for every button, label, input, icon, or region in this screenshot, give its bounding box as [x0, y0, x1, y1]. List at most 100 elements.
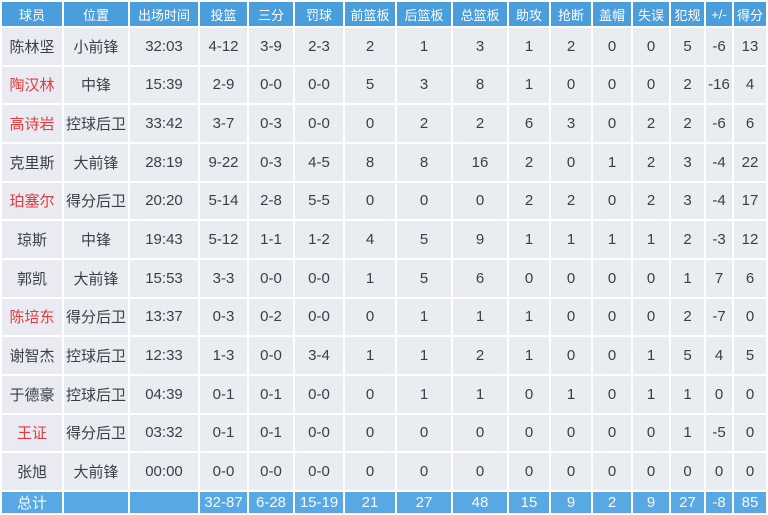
cell-def-reb: 0	[397, 182, 451, 220]
cell-points: 12	[734, 221, 766, 258]
table-row: 于德豪 控球后卫 04:39 0-1 0-1 0-0 0 1 1 0 1 0 1 1 0 0	[2, 375, 766, 413]
cell-fg: 3-3	[200, 259, 247, 297]
cell-def-reb: 2	[397, 105, 451, 142]
cell-blocks: 1	[593, 221, 631, 258]
total-cell-blocks: 2	[593, 492, 631, 513]
cell-three-pt: 3-9	[249, 28, 293, 65]
cell-position: 控球后卫	[64, 105, 128, 142]
cell-blocks: 0	[593, 259, 631, 297]
cell-steals: 0	[551, 453, 591, 490]
cell-player: 克里斯	[2, 143, 62, 181]
column-header-points: 得分	[734, 2, 766, 26]
cell-steals: 0	[551, 143, 591, 181]
column-header-fg: 投篮	[200, 2, 247, 26]
total-cell-fg: 32-87	[200, 492, 247, 513]
total-row: 总计 32-87 6-28 15-19 21 27 48 15 9 2 9 27 -8 85	[2, 492, 766, 513]
cell-points: 6	[734, 259, 766, 297]
cell-off-reb: 1	[345, 337, 395, 374]
cell-steals: 2	[551, 182, 591, 220]
cell-turnovers: 0	[633, 298, 669, 336]
cell-off-reb: 0	[345, 453, 395, 490]
cell-player: 陈培东	[2, 298, 62, 336]
cell-assists: 0	[509, 414, 549, 452]
table-row: 珀塞尔 得分后卫 20:20 5-14 2-8 5-5 0 0 0 2 2 0 2 3 -4 17	[2, 182, 766, 220]
cell-off-reb: 5	[345, 66, 395, 104]
player-rows: 陈林坚 小前锋 32:03 4-12 3-9 2-3 2 1 3 1 2 0 0 5 -6 13 陶汉林 中锋 15…	[2, 28, 766, 490]
cell-blocks: 0	[593, 337, 631, 374]
cell-turnovers: 0	[633, 259, 669, 297]
cell-assists: 0	[509, 259, 549, 297]
cell-total-reb: 2	[453, 105, 507, 142]
cell-steals: 0	[551, 337, 591, 374]
table-row: 谢智杰 控球后卫 12:33 1-3 0-0 3-4 1 1 2 1 0 0 1 5 4 5	[2, 337, 766, 374]
column-header-ft: 罚球	[295, 2, 343, 26]
cell-ft: 4-5	[295, 143, 343, 181]
cell-turnovers: 0	[633, 66, 669, 104]
cell-ft: 0-0	[295, 66, 343, 104]
cell-fg: 5-14	[200, 182, 247, 220]
cell-fg: 0-1	[200, 375, 247, 413]
cell-minutes: 15:53	[130, 259, 198, 297]
cell-minutes: 20:20	[130, 182, 198, 220]
cell-ft: 0-0	[295, 453, 343, 490]
cell-fouls: 1	[671, 414, 704, 452]
column-header-assists: 助攻	[509, 2, 549, 26]
cell-fg: 3-7	[200, 105, 247, 142]
total-cell-def-reb: 27	[397, 492, 451, 513]
cell-ft: 3-4	[295, 337, 343, 374]
cell-assists: 2	[509, 182, 549, 220]
cell-fg: 5-12	[200, 221, 247, 258]
cell-fouls: 1	[671, 375, 704, 413]
cell-plus-minus: 4	[706, 337, 732, 374]
total-cell-assists: 15	[509, 492, 549, 513]
total-cell-position	[64, 492, 128, 513]
column-header-off-reb: 前篮板	[345, 2, 395, 26]
cell-plus-minus: 0	[706, 453, 732, 490]
cell-fg: 0-1	[200, 414, 247, 452]
cell-minutes: 32:03	[130, 28, 198, 65]
cell-def-reb: 5	[397, 221, 451, 258]
cell-turnovers: 0	[633, 453, 669, 490]
total-cell-off-reb: 21	[345, 492, 395, 513]
cell-fg: 0-3	[200, 298, 247, 336]
column-header-turnovers: 失误	[633, 2, 669, 26]
total-cell-turnovers: 9	[633, 492, 669, 513]
cell-total-reb: 2	[453, 337, 507, 374]
cell-minutes: 04:39	[130, 375, 198, 413]
cell-blocks: 0	[593, 66, 631, 104]
cell-player: 谢智杰	[2, 337, 62, 374]
cell-fouls: 2	[671, 105, 704, 142]
total-cell-player: 总计	[2, 492, 62, 513]
cell-player: 陈林坚	[2, 28, 62, 65]
table-row: 陶汉林 中锋 15:39 2-9 0-0 0-0 5 3 8 1 0 0 0 2 -16 4	[2, 66, 766, 104]
cell-off-reb: 8	[345, 143, 395, 181]
table-row: 克里斯 大前锋 28:19 9-22 0-3 4-5 8 8 16 2 0 1 2 3 -4 22	[2, 143, 766, 181]
cell-turnovers: 2	[633, 143, 669, 181]
cell-off-reb: 0	[345, 414, 395, 452]
cell-turnovers: 0	[633, 28, 669, 65]
cell-points: 0	[734, 453, 766, 490]
cell-position: 中锋	[64, 221, 128, 258]
cell-points: 5	[734, 337, 766, 374]
cell-three-pt: 0-0	[249, 453, 293, 490]
cell-assists: 0	[509, 453, 549, 490]
cell-steals: 3	[551, 105, 591, 142]
table-row: 高诗岩 控球后卫 33:42 3-7 0-3 0-0 0 2 2 6 3 0 2 2 -6 6	[2, 105, 766, 142]
cell-def-reb: 8	[397, 143, 451, 181]
cell-def-reb: 3	[397, 66, 451, 104]
total-cell-points: 85	[734, 492, 766, 513]
cell-player: 郭凯	[2, 259, 62, 297]
column-header-total-reb: 总篮板	[453, 2, 507, 26]
cell-player: 琼斯	[2, 221, 62, 258]
column-header-steals: 抢断	[551, 2, 591, 26]
cell-points: 6	[734, 105, 766, 142]
cell-points: 0	[734, 298, 766, 336]
cell-turnovers: 1	[633, 337, 669, 374]
cell-position: 控球后卫	[64, 337, 128, 374]
cell-ft: 0-0	[295, 259, 343, 297]
cell-player: 于德豪	[2, 375, 62, 413]
cell-three-pt: 1-1	[249, 221, 293, 258]
cell-ft: 0-0	[295, 105, 343, 142]
cell-steals: 1	[551, 375, 591, 413]
cell-fouls: 2	[671, 66, 704, 104]
